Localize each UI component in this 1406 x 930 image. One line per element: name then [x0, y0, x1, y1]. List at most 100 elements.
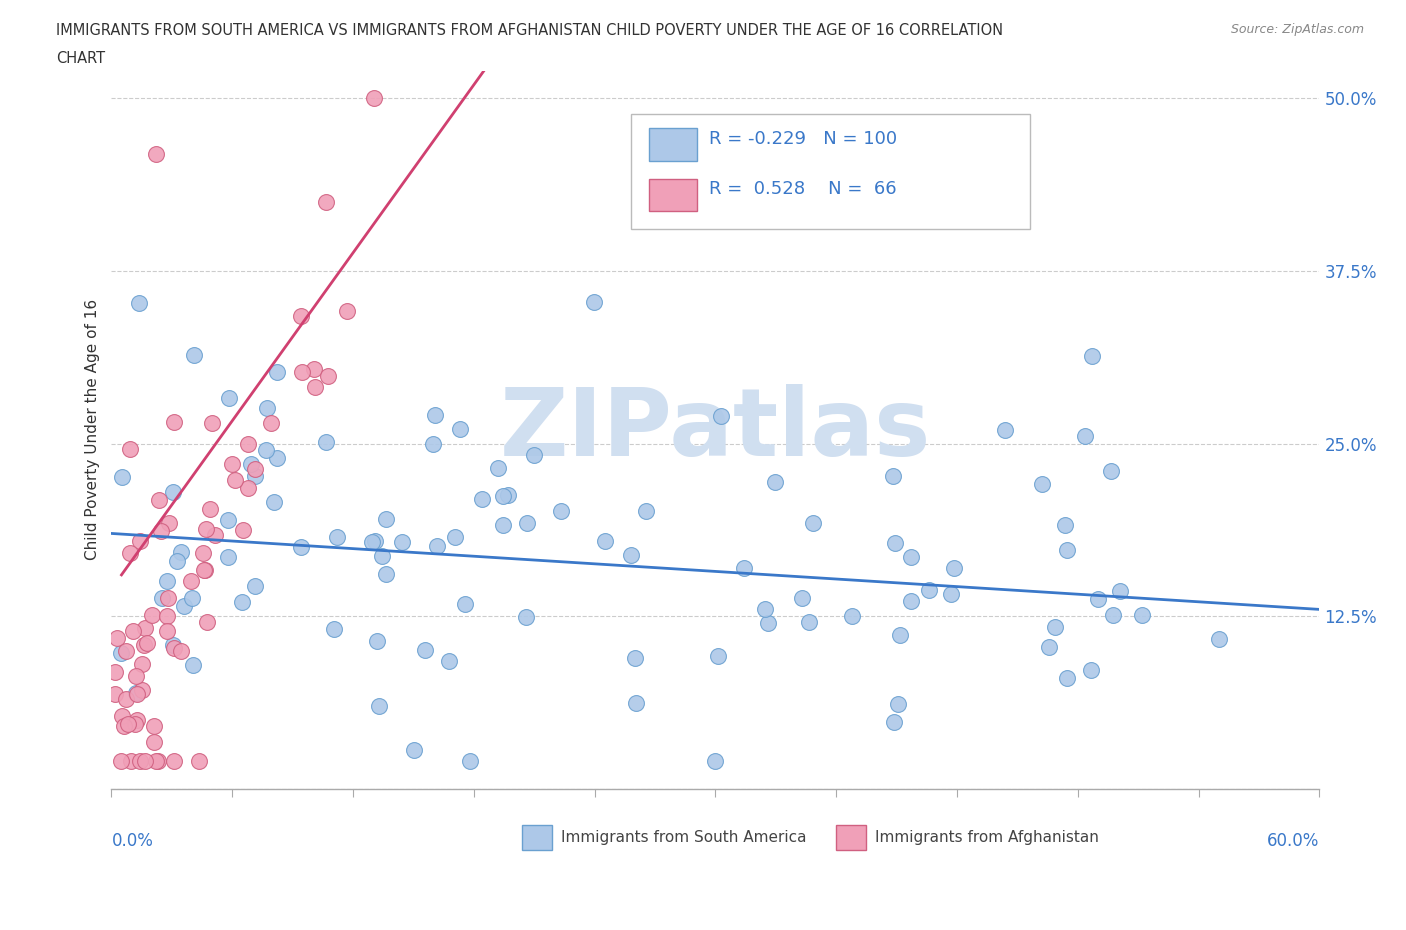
- Point: [236, 437, 259, 452]
- Point: [266, 365, 288, 379]
- Point: [583, 295, 606, 310]
- Point: [231, 595, 253, 610]
- Point: [239, 456, 262, 471]
- Point: [516, 515, 538, 530]
- Point: [156, 574, 179, 589]
- Point: [1074, 429, 1097, 444]
- Point: [458, 754, 481, 769]
- Point: [104, 687, 127, 702]
- Text: ZIPatlas: ZIPatlas: [499, 384, 931, 476]
- Point: [163, 641, 186, 656]
- Point: [486, 461, 509, 476]
- Point: [112, 719, 135, 734]
- Point: [170, 644, 193, 658]
- Point: [375, 566, 398, 581]
- Point: [1081, 349, 1104, 364]
- Point: [193, 545, 215, 560]
- Point: [157, 516, 180, 531]
- Point: [402, 743, 425, 758]
- Point: [129, 534, 152, 549]
- Point: [315, 195, 337, 210]
- Point: [263, 495, 285, 510]
- Point: [127, 712, 149, 727]
- Point: [183, 348, 205, 363]
- Point: [155, 623, 177, 638]
- Point: [232, 522, 254, 537]
- Point: [150, 524, 173, 538]
- Point: [453, 596, 475, 611]
- Point: [593, 534, 616, 549]
- Point: [515, 609, 537, 624]
- Point: [624, 695, 647, 710]
- Point: [290, 539, 312, 554]
- Point: [763, 474, 786, 489]
- Text: 0.0%: 0.0%: [111, 832, 153, 850]
- Point: [375, 512, 398, 526]
- FancyBboxPatch shape: [631, 113, 1029, 229]
- Point: [131, 683, 153, 698]
- Point: [187, 754, 209, 769]
- Point: [422, 437, 444, 452]
- Point: [127, 686, 149, 701]
- Point: [156, 608, 179, 623]
- Point: [315, 434, 337, 449]
- Bar: [650, 179, 697, 211]
- Point: [624, 650, 647, 665]
- Point: [111, 470, 134, 485]
- Point: [391, 535, 413, 550]
- Point: [134, 638, 156, 653]
- Point: [1053, 518, 1076, 533]
- Point: [801, 516, 824, 531]
- Point: [437, 654, 460, 669]
- Point: [245, 468, 267, 483]
- Point: [125, 669, 148, 684]
- Point: [291, 365, 314, 379]
- Point: [371, 549, 394, 564]
- Point: [170, 544, 193, 559]
- Point: [290, 308, 312, 323]
- Point: [221, 457, 243, 472]
- Point: [1102, 607, 1125, 622]
- Point: [110, 754, 132, 769]
- Point: [492, 518, 515, 533]
- Point: [363, 91, 385, 106]
- Point: [122, 623, 145, 638]
- Point: [1031, 476, 1053, 491]
- Point: [917, 583, 939, 598]
- Text: IMMIGRANTS FROM SOUTH AMERICA VS IMMIGRANTS FROM AFGHANISTAN CHILD POVERTY UNDER: IMMIGRANTS FROM SOUTH AMERICA VS IMMIGRA…: [56, 23, 1004, 38]
- Point: [224, 472, 246, 487]
- Point: [201, 415, 224, 430]
- Point: [129, 753, 152, 768]
- Point: [195, 522, 218, 537]
- Point: [162, 485, 184, 499]
- Point: [148, 492, 170, 507]
- Point: [887, 697, 910, 711]
- Point: [118, 546, 141, 561]
- Point: [423, 408, 446, 423]
- Point: [756, 616, 779, 631]
- Point: [754, 602, 776, 617]
- Point: [883, 714, 905, 729]
- Point: [162, 415, 184, 430]
- Text: Immigrants from South America: Immigrants from South America: [561, 830, 806, 845]
- Point: [173, 599, 195, 614]
- Point: [1056, 542, 1078, 557]
- Point: [636, 504, 658, 519]
- Text: Source: ZipAtlas.com: Source: ZipAtlas.com: [1230, 23, 1364, 36]
- Point: [134, 754, 156, 769]
- Point: [492, 489, 515, 504]
- Bar: [522, 825, 553, 850]
- Point: [145, 754, 167, 769]
- Point: [326, 530, 349, 545]
- Point: [145, 146, 167, 161]
- Point: [1038, 640, 1060, 655]
- Bar: [837, 825, 866, 850]
- Point: [1208, 631, 1230, 646]
- Point: [799, 615, 821, 630]
- Text: Immigrants from Afghanistan: Immigrants from Afghanistan: [875, 830, 1098, 845]
- Y-axis label: Child Poverty Under the Age of 16: Child Poverty Under the Age of 16: [86, 299, 100, 561]
- Point: [883, 536, 905, 551]
- Point: [163, 754, 186, 769]
- Point: [104, 664, 127, 679]
- Point: [336, 303, 359, 318]
